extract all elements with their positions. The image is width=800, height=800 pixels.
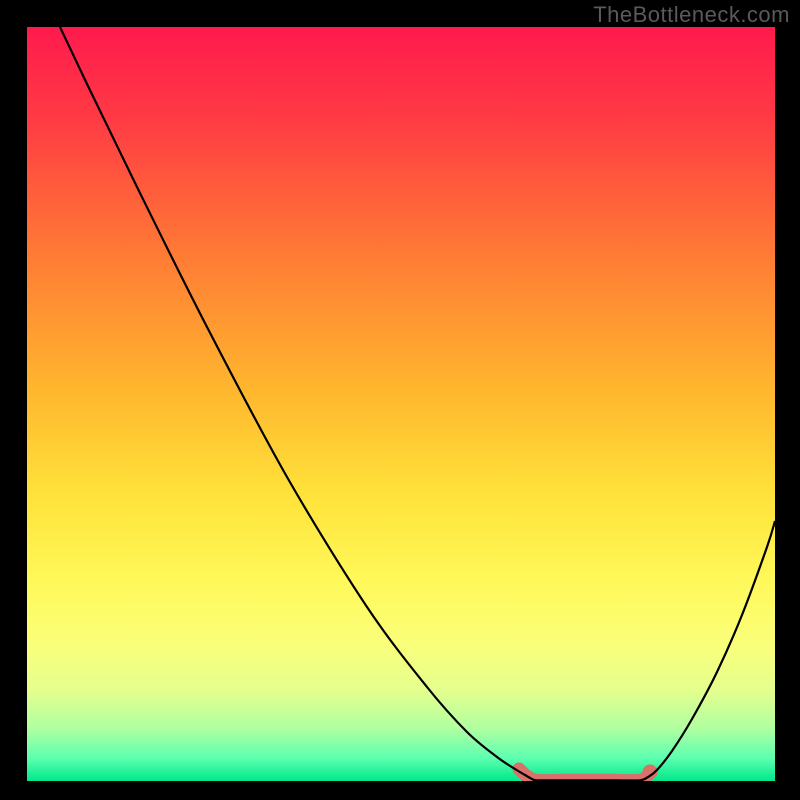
watermark-text: TheBottleneck.com [593,2,790,28]
plot-area [27,27,775,781]
curve-svg [27,27,775,781]
chart-container: TheBottleneck.com [0,0,800,800]
sweet-spot-marker [519,769,647,781]
bottleneck-curve [60,27,775,781]
